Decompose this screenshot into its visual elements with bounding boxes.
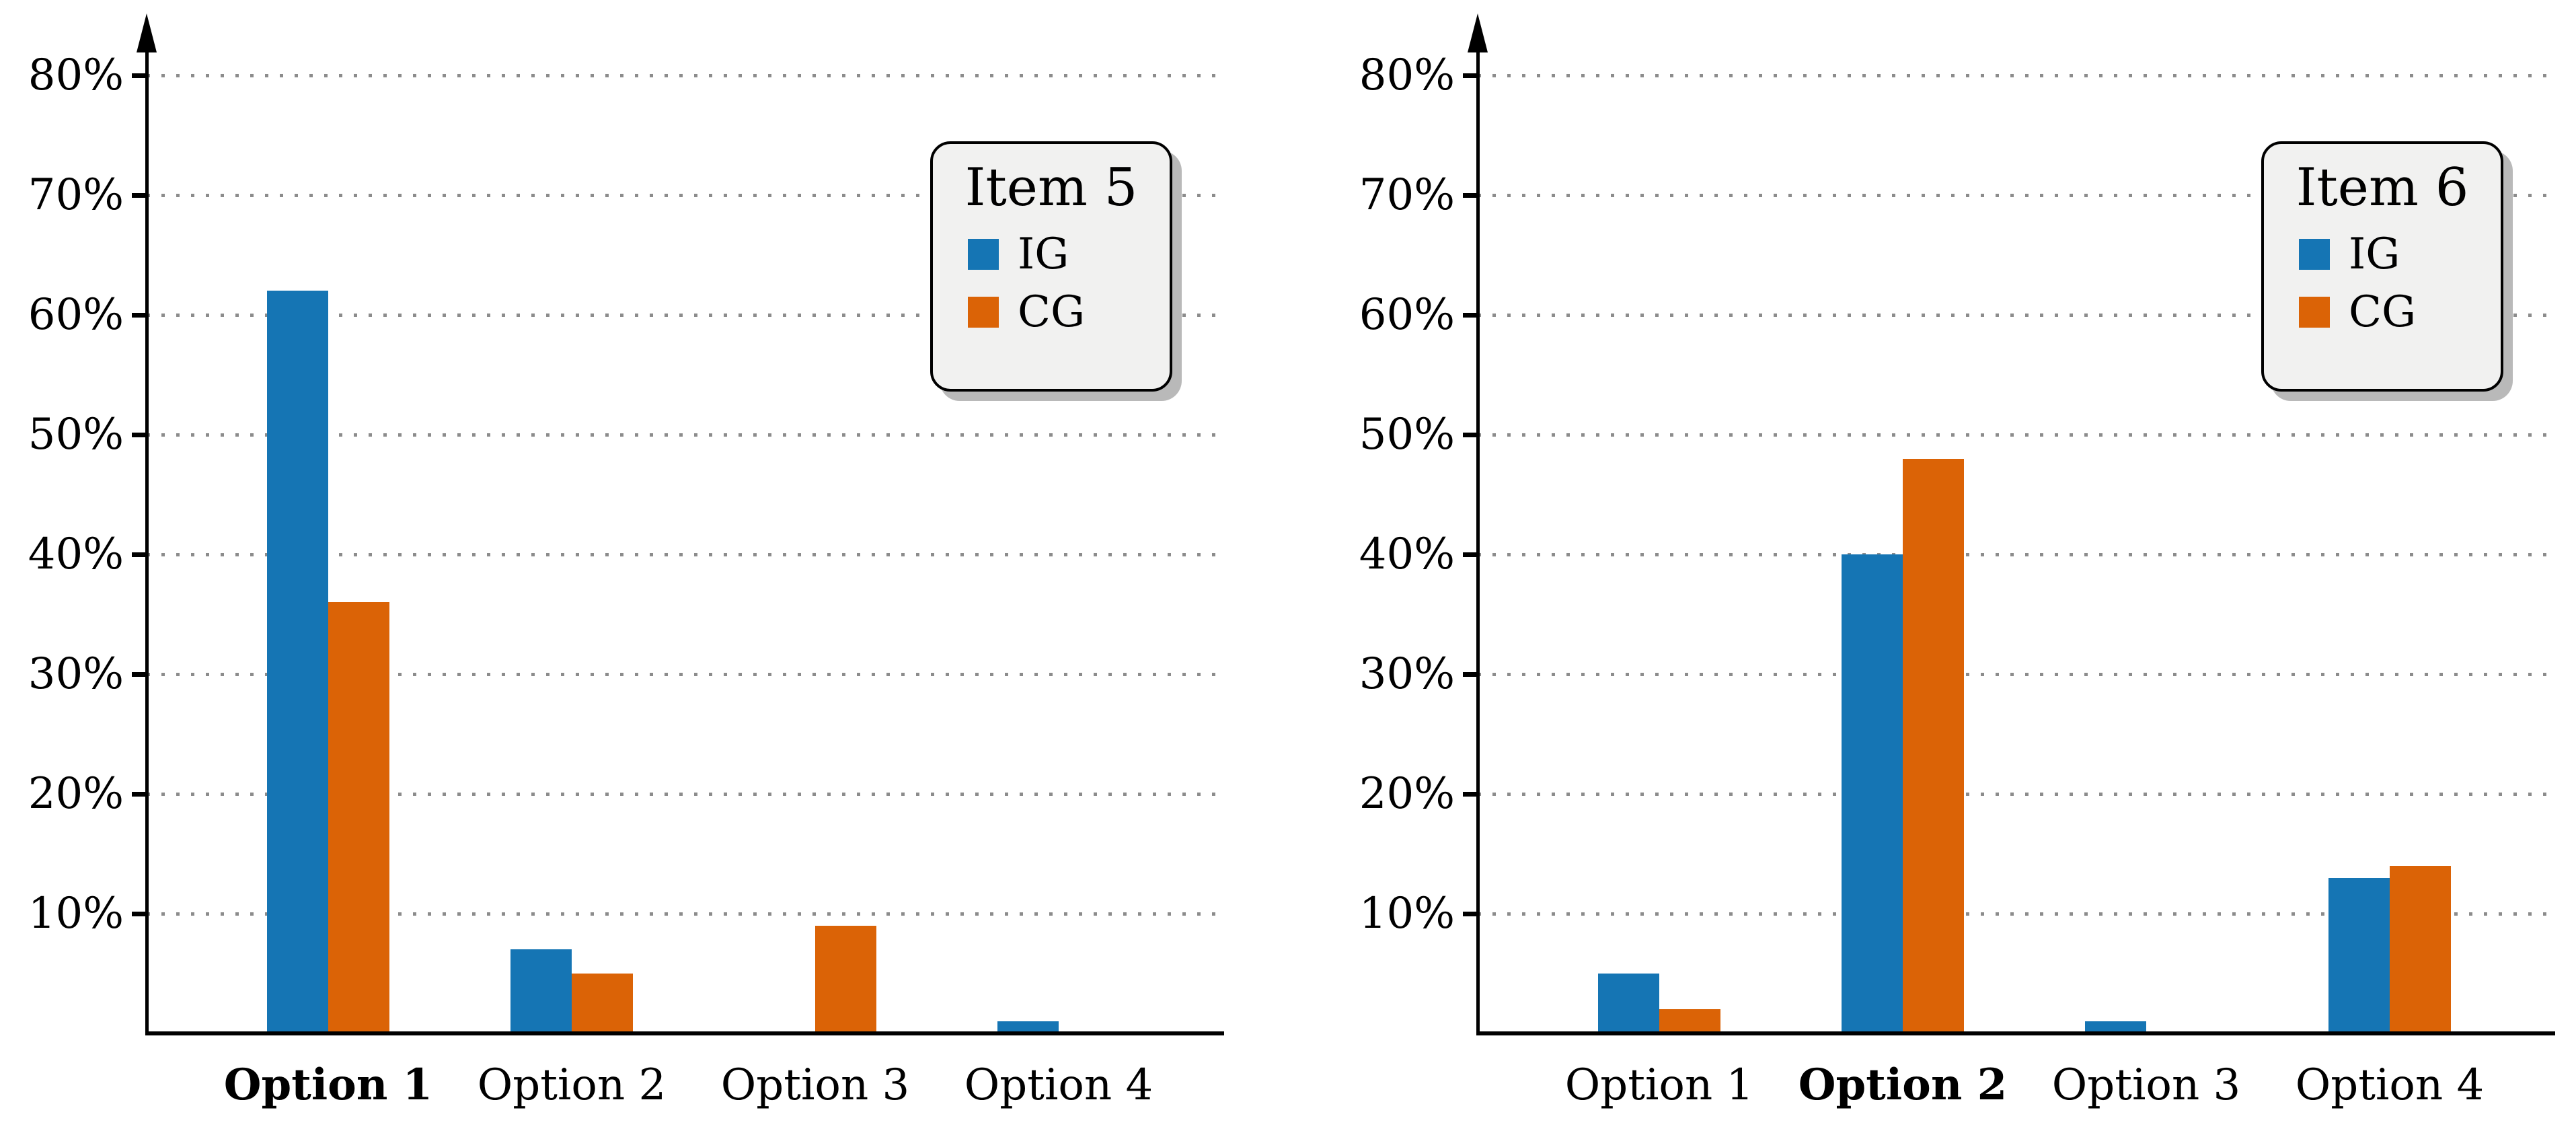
y-axis-tick-70 (1463, 193, 1478, 198)
x-label-option-2: Option 2 (1798, 1060, 2008, 1110)
y-axis-line (1476, 52, 1480, 1035)
y-axis-tick-50 (1463, 433, 1478, 437)
legend-title: Item 5 (964, 157, 1138, 218)
y-tick-label: 10% (28, 889, 124, 939)
y-tick-label: 40% (28, 529, 124, 579)
gridline-40 (1478, 553, 2554, 556)
x-axis-line (145, 1031, 1224, 1035)
legend-row-ig: IG (2264, 233, 2501, 276)
bar-cg-option-1 (1659, 1009, 1720, 1033)
gridline-80 (1478, 74, 2554, 77)
bar-ig-option-2 (510, 949, 572, 1033)
y-axis-tick-70 (132, 193, 147, 198)
gridline-60 (1478, 314, 2554, 317)
legend-row-cg: CG (933, 291, 1170, 334)
bar-cg-option-1 (328, 602, 389, 1033)
cg-swatch-icon (968, 297, 999, 328)
y-tick-label: 10% (1359, 889, 1455, 939)
bar-cg-option-2 (572, 974, 633, 1033)
y-axis-tick-10 (1463, 912, 1478, 916)
y-axis-tick-20 (132, 792, 147, 797)
x-label-option-3: Option 3 (720, 1060, 910, 1110)
gridline-10 (1478, 912, 2554, 916)
y-axis-tick-80 (1463, 73, 1478, 78)
y-axis-tick-50 (132, 433, 147, 437)
chart-item-6: Item 6 IG CG 10% 20% 30% 40% 50% 60% 70% 80% Opt… (1288, 0, 2576, 1135)
gridline-50 (147, 433, 1223, 437)
bar-ig-option-4 (997, 1021, 1059, 1033)
y-tick-label: 40% (1359, 529, 1455, 579)
y-tick-label: 70% (28, 170, 124, 220)
cg-swatch-icon (2299, 297, 2330, 328)
gridline-20 (1478, 793, 2554, 796)
y-axis-tick-60 (1463, 313, 1478, 318)
y-axis-arrow-icon (137, 13, 157, 52)
chart-item-5: Item 5 IG CG 10% 20% 30% 40% 50% 60% 70% 80% Opt… (28, 13, 1224, 1110)
y-tick-label: 60% (28, 290, 124, 340)
y-tick-label: 80% (28, 50, 124, 100)
bar-ig-option-4 (2328, 877, 2390, 1033)
gridline-40 (147, 553, 1223, 556)
y-axis-tick-40 (1463, 552, 1478, 557)
y-tick-label: 60% (1359, 290, 1455, 340)
y-tick-label: 30% (28, 649, 124, 699)
y-axis-line (145, 52, 149, 1035)
y-axis-arrow-icon (1468, 13, 1488, 52)
gridline-50 (1478, 433, 2554, 437)
legend-title: Item 6 (2296, 157, 2469, 218)
legend-label-cg: CG (2349, 287, 2417, 337)
y-axis-tick-20 (1463, 792, 1478, 797)
y-axis-tick-60 (132, 313, 147, 318)
x-label-option-1: Option 1 (223, 1060, 433, 1110)
x-label-option-4: Option 4 (2295, 1060, 2485, 1110)
gridline-80 (147, 74, 1223, 77)
legend-label-cg: CG (1018, 287, 1086, 337)
bar-cg-option-2 (1903, 458, 1964, 1033)
y-tick-label: 30% (1359, 649, 1455, 699)
legend-item-6: Item 6 IG CG (2261, 141, 2503, 392)
x-axis-line (1476, 1031, 2555, 1035)
y-axis-tick-30 (1463, 672, 1478, 677)
legend-row-ig: IG (933, 233, 1170, 276)
gridline-60 (147, 314, 1223, 317)
ig-swatch-icon (968, 239, 999, 270)
x-label-option-4: Option 4 (964, 1060, 1153, 1110)
y-axis-tick-80 (132, 73, 147, 78)
gridline-30 (1478, 673, 2554, 676)
gridline-70 (1478, 194, 2554, 197)
y-tick-label: 70% (1359, 170, 1455, 220)
y-tick-label: 50% (1359, 410, 1455, 460)
legend-label-ig: IG (2349, 229, 2400, 279)
y-axis-tick-10 (132, 912, 147, 916)
y-tick-label: 20% (1359, 769, 1455, 819)
y-tick-label: 50% (28, 410, 124, 460)
legend-item-5: Item 5 IG CG (930, 141, 1172, 392)
y-tick-label: 20% (28, 769, 124, 819)
bar-ig-option-1 (267, 291, 328, 1033)
y-axis-tick-30 (132, 672, 147, 677)
x-label-option-2: Option 2 (477, 1060, 667, 1110)
legend-row-cg: CG (2264, 291, 2501, 334)
bar-cg-option-4 (2390, 865, 2451, 1033)
gridline-70 (147, 194, 1223, 197)
bar-ig-option-3 (2085, 1021, 2146, 1033)
y-tick-label: 80% (1359, 50, 1455, 100)
x-label-option-3: Option 3 (2051, 1060, 2241, 1110)
x-label-option-1: Option 1 (1564, 1060, 1754, 1110)
bar-cg-option-3 (815, 925, 876, 1033)
y-axis-tick-40 (132, 552, 147, 557)
ig-swatch-icon (2299, 239, 2330, 270)
gridline-20 (147, 793, 1223, 796)
bar-ig-option-1 (1598, 974, 1659, 1033)
bar-ig-option-2 (1842, 554, 1903, 1033)
legend-label-ig: IG (1018, 229, 1069, 279)
gridline-10 (147, 912, 1223, 916)
gridline-30 (147, 673, 1223, 676)
